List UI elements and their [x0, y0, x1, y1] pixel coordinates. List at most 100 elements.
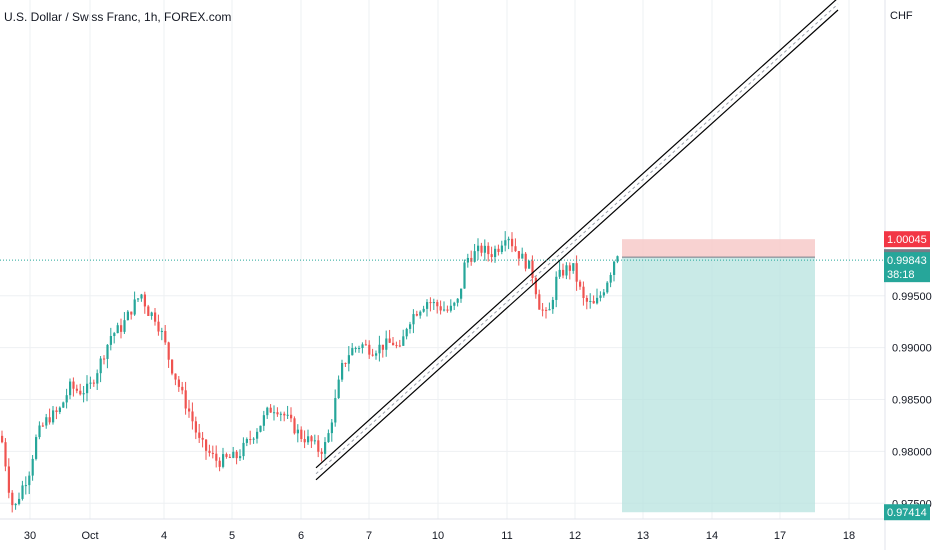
candle-body — [194, 421, 197, 433]
candle-body — [69, 381, 72, 396]
candle — [147, 304, 150, 317]
candle — [381, 344, 384, 358]
candle-body — [334, 398, 337, 423]
candle-body — [558, 269, 561, 277]
candle — [201, 431, 204, 448]
candle-body — [150, 312, 153, 316]
candle-body — [228, 456, 231, 458]
candle — [531, 255, 534, 284]
candle — [269, 404, 272, 413]
candle — [245, 437, 248, 447]
candle — [541, 302, 544, 317]
position-zones — [622, 239, 815, 513]
candle — [477, 238, 480, 260]
candle — [572, 263, 575, 274]
candle — [534, 275, 537, 299]
candle — [154, 308, 157, 326]
candle — [524, 252, 527, 272]
stop-loss-zone — [622, 239, 815, 258]
time-tick-label: 7 — [366, 530, 372, 542]
candle-body — [487, 245, 490, 255]
candle-body — [24, 485, 27, 487]
candle-body — [164, 330, 167, 343]
candle-body — [381, 344, 384, 350]
candle-body — [415, 314, 418, 316]
price-axis-label: 1.00045 — [884, 231, 930, 248]
candle-body — [596, 297, 599, 304]
candle-body — [443, 309, 446, 311]
candle — [453, 301, 456, 311]
candle-body — [103, 358, 106, 360]
candle-body — [548, 309, 551, 311]
candle-body — [191, 411, 194, 422]
candle — [582, 281, 585, 306]
candle-body — [409, 324, 412, 329]
candle-body — [130, 311, 133, 315]
candle — [545, 307, 548, 319]
candle-body — [347, 355, 350, 364]
trend-channel[interactable] — [315, 0, 839, 481]
candle — [191, 402, 194, 430]
candle — [126, 310, 129, 321]
price-tick-label: 0.98000 — [892, 446, 932, 458]
candle-body — [1, 435, 4, 443]
candle — [92, 379, 95, 387]
candle — [296, 424, 299, 443]
candle — [388, 329, 391, 343]
candle-body — [585, 297, 588, 302]
price-tick-label: 0.99500 — [892, 291, 932, 303]
candle — [215, 445, 218, 468]
time-axis[interactable]: 30 Oct 4 5 6 7 10 11 12 13 14 17 18 — [24, 530, 855, 542]
candle-body — [256, 431, 259, 439]
candle — [96, 369, 99, 390]
candle — [11, 490, 14, 513]
candle — [38, 421, 41, 440]
candle — [164, 324, 167, 345]
candle-body — [562, 269, 565, 276]
candle-body — [201, 437, 204, 440]
candle — [317, 435, 320, 458]
candle-body — [123, 320, 126, 332]
candle — [14, 503, 17, 510]
candle — [1, 430, 4, 444]
candle-body — [460, 288, 463, 299]
candle-body — [11, 492, 14, 506]
candle-body — [218, 460, 221, 467]
candle — [228, 453, 231, 459]
candle — [259, 425, 262, 433]
candle-body — [86, 383, 89, 394]
candle — [463, 259, 466, 289]
candle — [222, 447, 225, 469]
candle — [303, 430, 306, 449]
time-tick-label: 11 — [501, 530, 512, 542]
candle-body — [96, 373, 99, 384]
candle — [443, 301, 446, 312]
candle-body — [388, 338, 391, 343]
candle-body — [303, 439, 306, 443]
candle-body — [290, 414, 293, 419]
candle-body — [494, 248, 497, 258]
candle-body — [293, 418, 296, 434]
candle — [235, 450, 238, 465]
candle-body — [55, 410, 58, 413]
candle — [184, 381, 187, 415]
candle-body — [28, 475, 31, 486]
candle-body — [371, 354, 374, 356]
candle-body — [235, 451, 238, 459]
candle — [79, 383, 82, 396]
candle-body — [154, 312, 157, 322]
candle — [167, 341, 170, 368]
candle-body — [514, 246, 517, 252]
candle — [507, 236, 510, 250]
candle-body — [463, 262, 466, 289]
candle-body — [222, 454, 225, 467]
candle-body — [589, 300, 592, 302]
candle — [562, 263, 565, 279]
candle-body — [551, 299, 554, 310]
candle — [344, 362, 347, 368]
candle — [341, 359, 344, 382]
candle-body — [426, 302, 429, 309]
candle-body — [555, 276, 558, 300]
